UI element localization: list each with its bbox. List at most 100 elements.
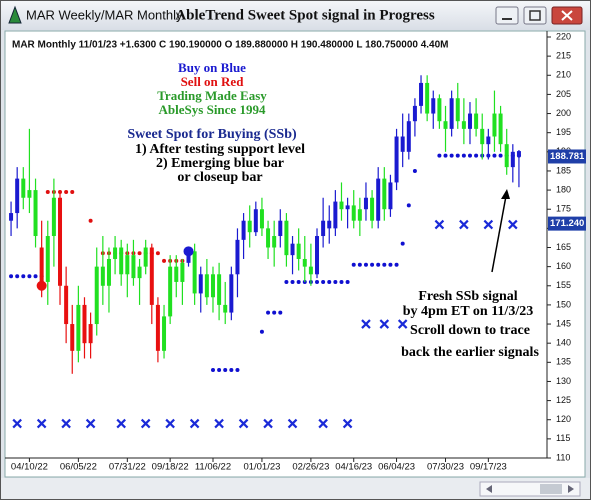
bar-body xyxy=(474,113,479,129)
y-tick-label: 120 xyxy=(556,414,571,424)
bar-body xyxy=(162,316,167,351)
stop-dot xyxy=(351,262,356,267)
annotation: Sweet Spot for Buying (SSb) xyxy=(127,127,297,142)
bar-body xyxy=(45,236,50,282)
x-tick-label: 11/06/22 xyxy=(195,462,231,473)
bar-body xyxy=(516,151,521,157)
annotation: 2) Emerging blue bar xyxy=(156,156,284,171)
annotation: Scroll down to trace xyxy=(410,323,530,338)
y-tick-label: 185 xyxy=(556,165,571,175)
bar-body xyxy=(461,121,466,129)
bar-body xyxy=(198,274,203,294)
bar-body xyxy=(272,236,277,248)
stop-dot xyxy=(21,274,26,279)
bar-body xyxy=(437,98,442,122)
stop-dot xyxy=(455,153,460,158)
bar-body xyxy=(15,178,20,214)
bar-body xyxy=(39,247,44,282)
x-tick-label: 09/17/23 xyxy=(470,462,507,473)
minimize-button[interactable] xyxy=(495,6,519,25)
stop-dot xyxy=(498,153,503,158)
stop-dot xyxy=(64,190,69,195)
stop-dot xyxy=(33,274,38,279)
bar-body xyxy=(51,197,56,237)
stop-dot xyxy=(70,190,75,195)
bar-body xyxy=(388,182,393,210)
bar-body xyxy=(480,128,485,145)
x-marker xyxy=(361,319,371,329)
annotation: Sell on Red xyxy=(181,74,245,89)
y-tick-label: 175 xyxy=(556,204,571,214)
stop-dot xyxy=(412,168,417,173)
stop-dot xyxy=(467,153,472,158)
stop-dot xyxy=(15,274,20,279)
x-marker xyxy=(342,418,353,429)
bar-body xyxy=(406,121,411,152)
stop-dot xyxy=(327,279,332,284)
stop-dot xyxy=(272,310,277,315)
stop-dot xyxy=(290,279,295,284)
stop-dot xyxy=(296,279,301,284)
stop-dot xyxy=(382,262,387,267)
bar-body xyxy=(192,251,197,294)
bar-body xyxy=(308,266,313,275)
bar-body xyxy=(58,197,63,286)
price-label-bg xyxy=(548,216,586,231)
bar-body xyxy=(412,105,417,122)
stop-dot xyxy=(345,279,350,284)
x-marker xyxy=(116,418,126,429)
bar-body xyxy=(131,255,136,279)
stop-dot xyxy=(333,279,338,284)
maximize-button[interactable] xyxy=(523,6,547,25)
close-icon xyxy=(561,10,573,21)
bar-body xyxy=(351,205,356,221)
scroll-thumb[interactable] xyxy=(540,484,562,494)
chart-panel xyxy=(4,30,586,478)
stop-dot xyxy=(235,367,240,372)
x-marker xyxy=(263,418,273,429)
stop-dot xyxy=(9,274,14,279)
stop-dot xyxy=(278,310,283,315)
bar-body xyxy=(363,197,368,210)
stop-dot xyxy=(27,274,32,279)
bar-body xyxy=(125,255,130,275)
x-tick-label: 04/16/23 xyxy=(335,462,372,473)
stop-dot xyxy=(88,218,93,223)
stop-dot xyxy=(217,367,222,372)
y-tick-label: 165 xyxy=(556,242,571,252)
bar-body xyxy=(449,98,454,129)
bar-body xyxy=(492,113,497,137)
y-tick-label: 115 xyxy=(556,433,570,443)
x-tick-label: 09/18/22 xyxy=(152,462,189,473)
title-bar xyxy=(1,1,590,30)
bar-body xyxy=(431,98,436,114)
bar-body xyxy=(339,201,344,210)
stop-dot xyxy=(210,367,215,372)
bar-body xyxy=(21,178,26,198)
stop-dot xyxy=(394,262,399,267)
x-marker xyxy=(12,418,22,429)
bar-body xyxy=(82,304,87,344)
bar-body xyxy=(241,220,246,240)
bar-body xyxy=(510,151,515,168)
bar-body xyxy=(247,220,252,233)
x-marker xyxy=(318,418,328,429)
stop-dot xyxy=(259,329,264,334)
annotation: or closeup bar xyxy=(177,170,262,185)
bar-body xyxy=(259,209,264,229)
bar-body xyxy=(290,243,295,256)
stop-dot xyxy=(388,262,393,267)
bar-body xyxy=(149,247,154,305)
bar-body xyxy=(321,220,326,237)
bar-body xyxy=(443,121,448,129)
scrollbar[interactable] xyxy=(479,481,581,497)
y-tick-label: 130 xyxy=(556,376,571,386)
bar-body xyxy=(278,220,283,237)
y-tick-label: 200 xyxy=(556,108,571,118)
annotation: Trading Made Easy xyxy=(157,88,267,103)
maximize-icon xyxy=(529,10,541,21)
bar-body xyxy=(486,136,491,145)
bar-body xyxy=(113,247,118,259)
bar-body xyxy=(106,258,111,286)
